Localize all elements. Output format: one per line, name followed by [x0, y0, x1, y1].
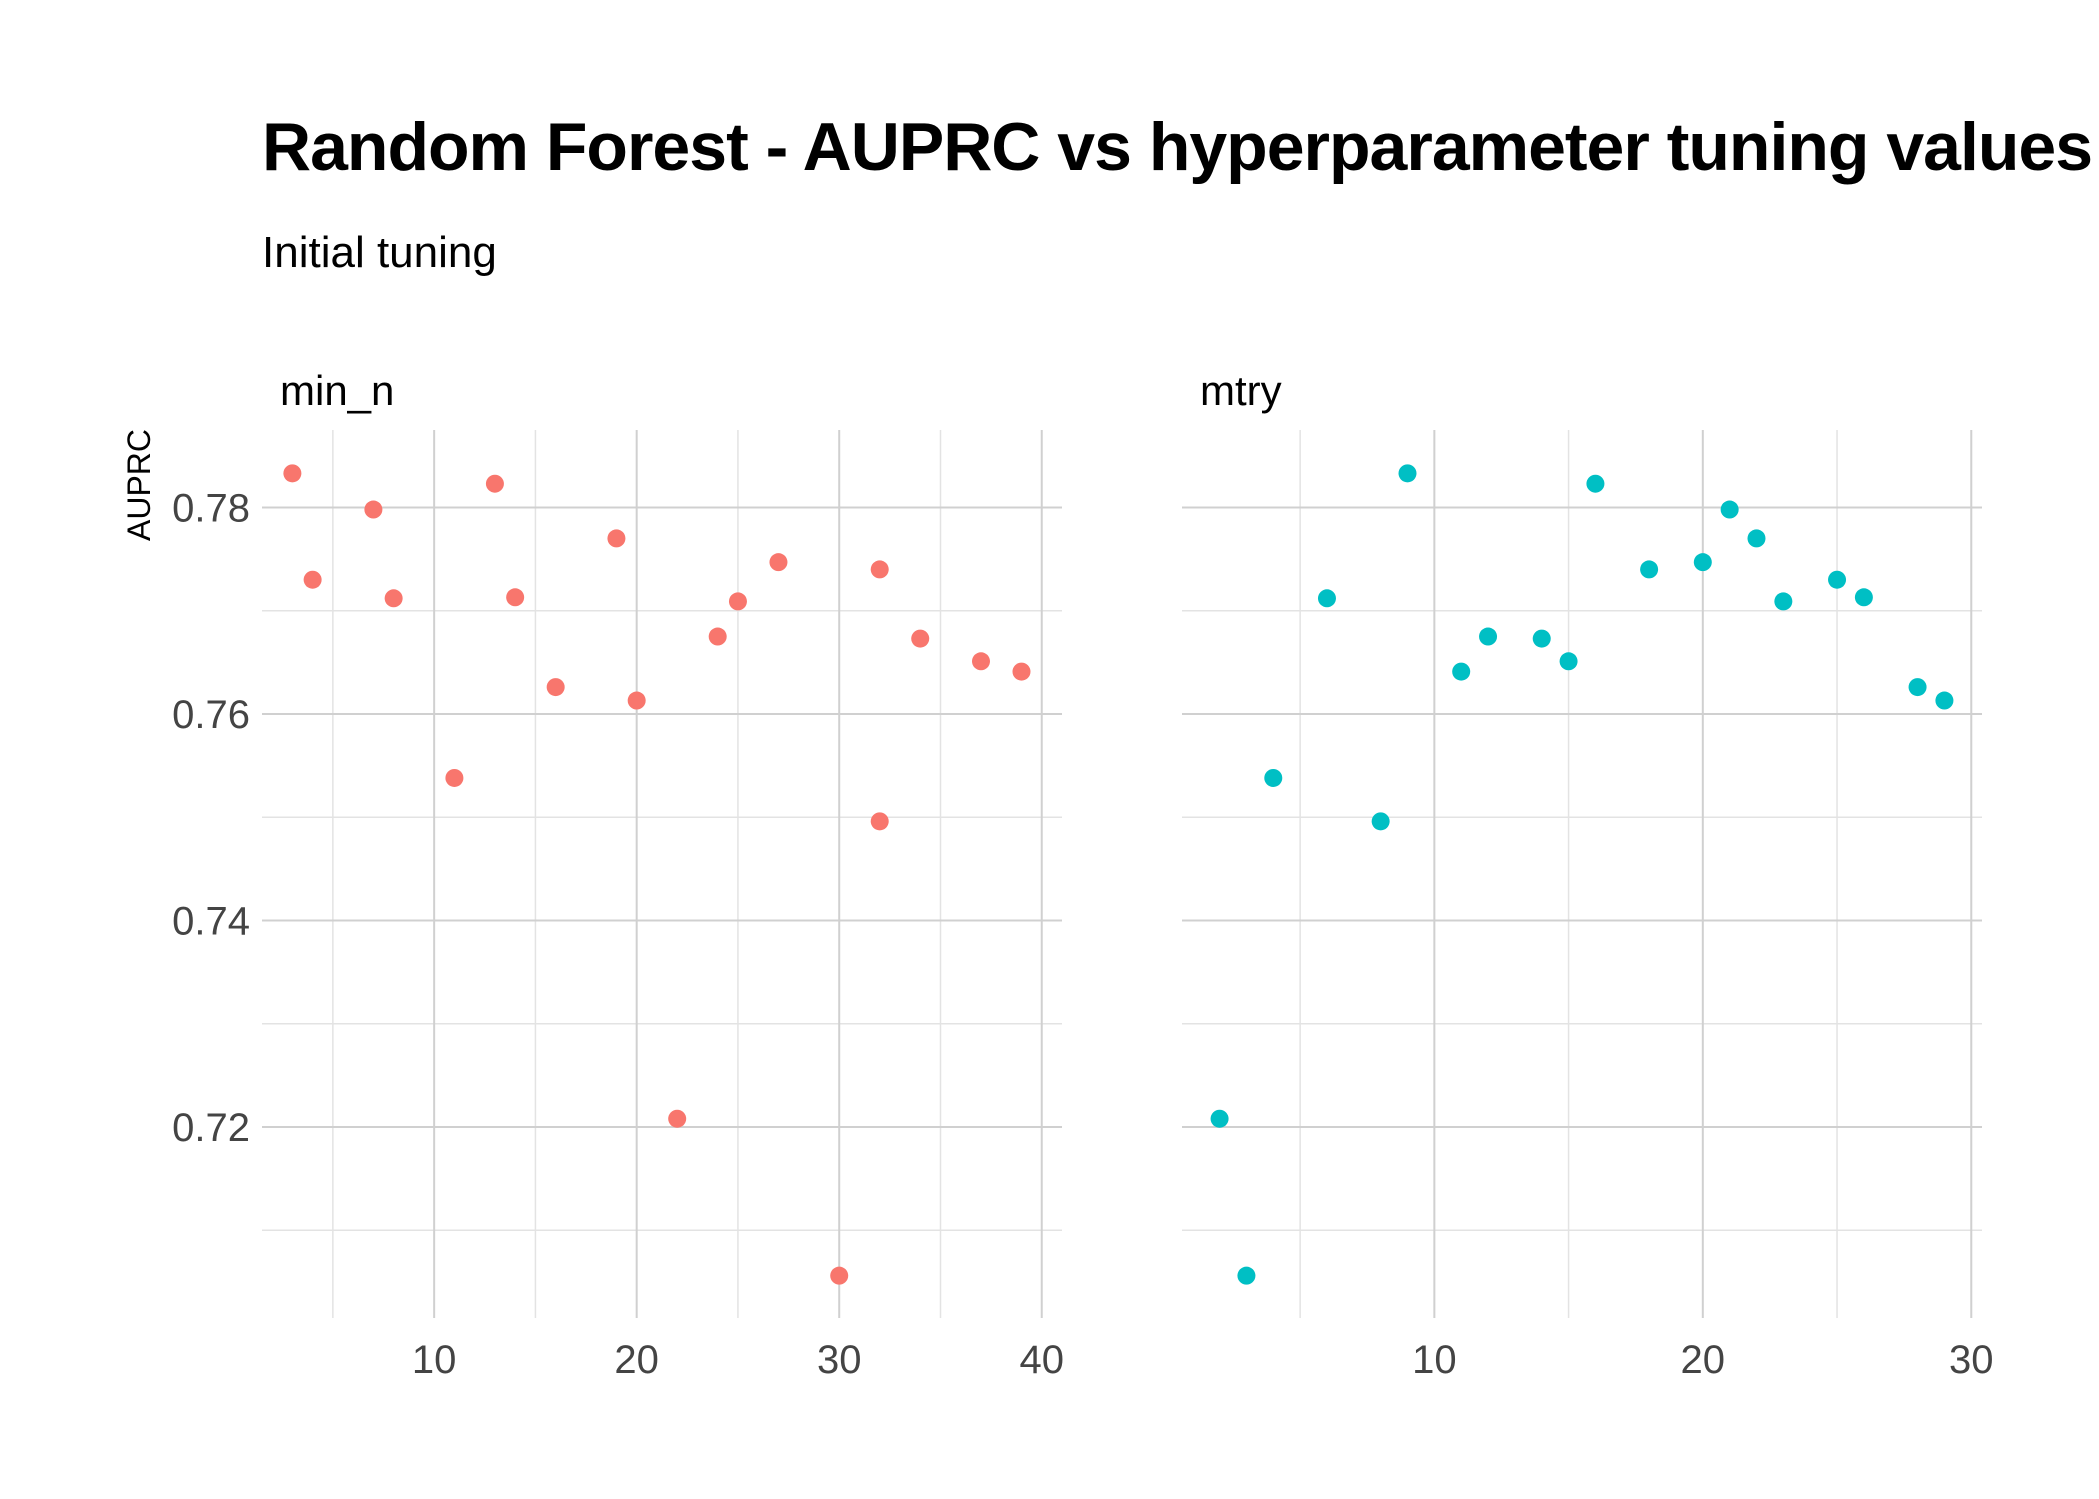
panel-min_n-x-tick-label: 30	[817, 1338, 862, 1382]
panel-mtry-data-point	[1720, 500, 1739, 519]
panel-mtry-data-point	[1640, 560, 1659, 579]
panel-min_n-data-point	[911, 629, 930, 648]
y-tick-label: 0.74	[172, 899, 250, 943]
panel-mtry-data-point	[1452, 662, 1471, 681]
panel-mtry-data-point	[1371, 812, 1390, 831]
panel-mtry-data-point	[1210, 1109, 1229, 1128]
panel-strip-label-mtry: mtry	[1200, 367, 1282, 414]
panel-mtry-data-point	[1693, 553, 1712, 572]
panel-mtry-data-point	[1559, 652, 1578, 671]
panel-mtry-data-point	[1747, 529, 1766, 548]
panel-min_n-x-tick-label: 40	[1019, 1338, 1064, 1382]
panel-min_n-data-point	[728, 592, 747, 611]
panel-min_n-data-point	[445, 768, 464, 787]
panel-min_n-data-point	[283, 464, 302, 483]
panel-min_n-data-point	[546, 678, 565, 697]
panel-min_n-data-point	[870, 812, 889, 831]
panel-min_n-x-tick-label: 20	[614, 1338, 659, 1382]
panel-min_n-data-point	[769, 553, 788, 572]
panel-mtry-data-point	[1237, 1266, 1256, 1285]
chart-title: Random Forest - AUPRC vs hyperparameter …	[262, 109, 2093, 185]
chart-subtitle: Initial tuning	[262, 228, 497, 277]
panel-mtry-data-point	[1264, 768, 1283, 787]
panel-mtry-data-point	[1479, 627, 1498, 646]
panel-min_n-data-point	[1012, 662, 1031, 681]
panel-mtry-data-point	[1586, 474, 1605, 493]
y-tick-label: 0.78	[172, 486, 250, 530]
panel-mtry-data-point	[1398, 464, 1417, 483]
y-tick-label: 0.72	[172, 1106, 250, 1150]
panel-mtry-data-point	[1828, 570, 1847, 589]
panel-mtry-data-point	[1774, 592, 1793, 611]
y-axis-title: AUPRC	[121, 429, 157, 541]
panel-min_n-data-point	[485, 474, 504, 493]
panel-min_n-data-point	[303, 570, 322, 589]
panel-min_n-data-point	[384, 589, 403, 608]
panel-min_n-data-point	[364, 500, 383, 519]
panel-mtry-data-point	[1908, 678, 1927, 697]
panel-min_n-data-point	[627, 691, 646, 710]
panel-mtry-x-tick-label: 10	[1412, 1338, 1457, 1382]
panel-mtry-data-point	[1532, 629, 1551, 648]
panel-min_n-data-point	[971, 652, 990, 671]
panel-min_n-data-point	[708, 627, 727, 646]
panel-min_n-x-tick-label: 10	[412, 1338, 457, 1382]
panel-mtry-data-point	[1317, 589, 1336, 608]
panel-min_n-data-point	[607, 529, 626, 548]
panel-mtry-x-tick-label: 20	[1681, 1338, 1726, 1382]
panel-min_n-data-point	[870, 560, 889, 579]
y-tick-label: 0.76	[172, 693, 250, 737]
panel-mtry-data-point	[1854, 588, 1873, 607]
panel-min_n-data-point	[830, 1266, 849, 1285]
panel-mtry-data-point	[1935, 691, 1954, 710]
panel-strip-label-min_n: min_n	[280, 367, 394, 414]
panel-mtry-x-tick-label: 30	[1949, 1338, 1994, 1382]
panel-min_n-data-point	[668, 1109, 687, 1128]
panel-min_n-data-point	[506, 588, 525, 607]
